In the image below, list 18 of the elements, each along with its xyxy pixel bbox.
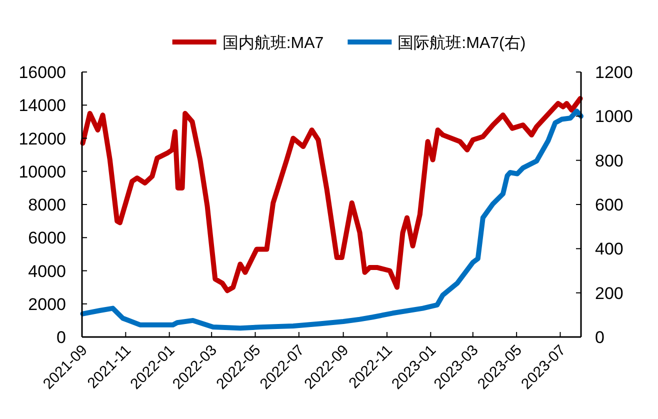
y-tick-label: 10000 bbox=[18, 162, 66, 182]
y2-tick-label: 200 bbox=[595, 284, 624, 303]
y-tick-label: 8000 bbox=[28, 196, 66, 214]
y-tick-label: 2000 bbox=[28, 294, 66, 314]
y-tick-label: 6000 bbox=[28, 228, 66, 248]
y2-tick-label: 400 bbox=[595, 240, 624, 259]
y2-tick-label: 800 bbox=[595, 151, 624, 170]
y2-tick-label: 600 bbox=[595, 196, 624, 214]
y-tick-label: 16000 bbox=[18, 63, 66, 82]
y-tick-label: 12000 bbox=[18, 129, 66, 148]
y2-tick-label: 1000 bbox=[595, 107, 633, 126]
y-tick-label: 14000 bbox=[18, 96, 66, 116]
y-tick-label: 0 bbox=[56, 328, 66, 347]
y2-tick-label: 0 bbox=[595, 328, 604, 347]
legend-label: 国际航班:MA7(右) bbox=[398, 34, 526, 52]
legend-label: 国内航班:MA7 bbox=[222, 34, 324, 52]
y2-tick-label: 1200 bbox=[595, 63, 633, 82]
y-tick-label: 4000 bbox=[28, 262, 66, 281]
